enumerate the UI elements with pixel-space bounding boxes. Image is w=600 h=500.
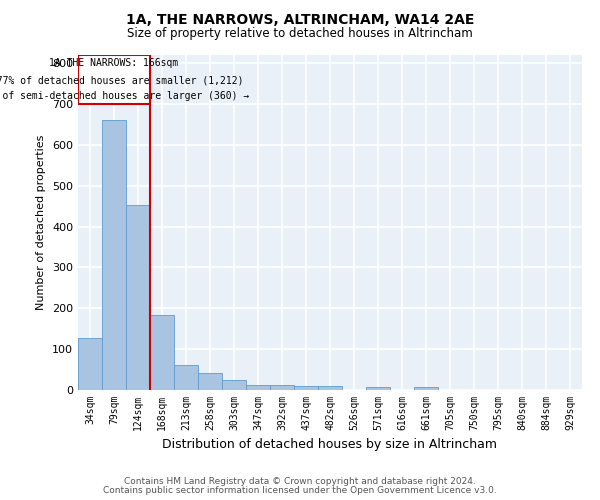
Text: Size of property relative to detached houses in Altrincham: Size of property relative to detached ho…	[127, 28, 473, 40]
Text: 23% of semi-detached houses are larger (360) →: 23% of semi-detached houses are larger (…	[0, 90, 249, 101]
Y-axis label: Number of detached properties: Number of detached properties	[37, 135, 46, 310]
Text: ← 77% of detached houses are smaller (1,212): ← 77% of detached houses are smaller (1,…	[0, 75, 243, 85]
Bar	[174, 366, 198, 390]
Bar	[126, 206, 150, 390]
Bar	[294, 386, 318, 390]
Text: 1A, THE NARROWS, ALTRINCHAM, WA14 2AE: 1A, THE NARROWS, ALTRINCHAM, WA14 2AE	[126, 12, 474, 26]
Bar	[150, 315, 174, 390]
X-axis label: Distribution of detached houses by size in Altrincham: Distribution of detached houses by size …	[163, 438, 497, 452]
Bar	[414, 386, 438, 390]
Bar	[222, 380, 246, 390]
Bar	[78, 338, 102, 390]
Bar	[270, 384, 294, 390]
Bar	[198, 373, 222, 390]
Bar	[78, 55, 150, 104]
Bar	[102, 120, 126, 390]
Bar	[246, 385, 270, 390]
Text: Contains public sector information licensed under the Open Government Licence v3: Contains public sector information licen…	[103, 486, 497, 495]
Text: Contains HM Land Registry data © Crown copyright and database right 2024.: Contains HM Land Registry data © Crown c…	[124, 477, 476, 486]
Text: 1A THE NARROWS: 166sqm: 1A THE NARROWS: 166sqm	[49, 58, 179, 68]
Bar	[318, 386, 342, 390]
Bar	[366, 387, 390, 390]
